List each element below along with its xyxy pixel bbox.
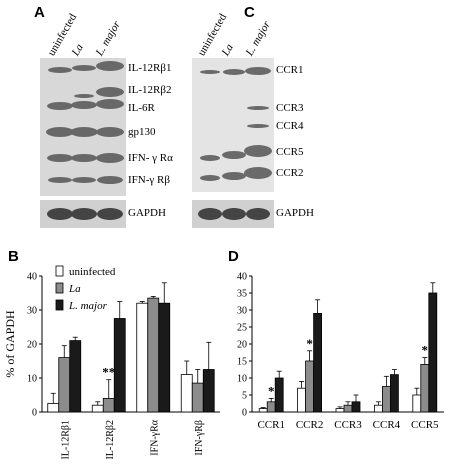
y-tick-label: 35 (237, 289, 247, 300)
bar (412, 394, 422, 413)
y-tick-label: 0 (32, 408, 37, 419)
band-label-gapdh-a: GAPDH (128, 207, 166, 219)
band-label-ccr2: CCR2 (276, 167, 304, 179)
bar (274, 377, 284, 413)
bar (313, 313, 322, 413)
bar (373, 404, 383, 413)
bar (202, 369, 215, 413)
bar (266, 401, 276, 413)
x-tick-label: IL-12Rβ1 (60, 420, 71, 460)
blot-c (192, 58, 274, 192)
x-tick-label: CCR4 (373, 419, 401, 431)
bar (158, 302, 171, 413)
y-tick-label: 40 (27, 272, 37, 283)
bar (47, 403, 60, 413)
panel-label-a: A (34, 4, 45, 21)
bar (113, 318, 126, 413)
x-tick-label: IFN-γRα (149, 419, 160, 456)
legend-entry: La (68, 283, 81, 295)
bar (343, 404, 353, 413)
bar (147, 297, 160, 413)
bar (297, 387, 306, 413)
bar (102, 397, 115, 413)
significance-marker: * (306, 336, 313, 351)
panel-label-d: D (228, 248, 239, 265)
x-tick-label: IFN-γRβ (194, 420, 205, 456)
bar (381, 386, 391, 413)
band-label-gapdh-c: GAPDH (276, 207, 314, 219)
y-tick-label: 30 (27, 306, 37, 317)
blot-a (40, 58, 126, 196)
bar (335, 408, 345, 413)
y-axis-label: % of GAPDH (3, 310, 17, 378)
panel-label-b: B (8, 248, 19, 265)
x-tick-label: CCR3 (334, 419, 362, 431)
y-tick-label: 30 (237, 306, 247, 317)
band-label-il12rb2: IL-12Rβ2 (128, 84, 172, 96)
band-label-ccr4: CCR4 (276, 120, 304, 132)
y-tick-label: 20 (27, 340, 37, 351)
bar (69, 340, 82, 413)
x-tick-label: CCR5 (411, 419, 439, 431)
x-tick-label: CCR1 (257, 419, 285, 431)
y-tick-label: 10 (237, 374, 247, 385)
legend-entry: L. major (68, 300, 108, 312)
legend-swatch (55, 265, 64, 277)
band-label-ccr3: CCR3 (276, 102, 304, 114)
band-label-ccr1: CCR1 (276, 64, 304, 76)
bar (420, 364, 430, 413)
bar (351, 401, 361, 413)
blot-c-gapdh (192, 200, 274, 228)
chart-b: 0 10 20 30 40 % of GAPDH IL-12Rβ1 ** IL-12Rβ2 IFN… (3, 265, 220, 460)
y-tick-label: 10 (27, 374, 37, 385)
bar (136, 302, 149, 413)
y-tick-label: 0 (242, 408, 247, 419)
lane-label-la-a: La (69, 41, 86, 58)
bar (191, 382, 204, 413)
blot-a-gapdh (40, 200, 126, 228)
band-label-il6r: IL-6R (128, 102, 155, 114)
significance-marker: * (422, 343, 429, 358)
y-tick-label: 40 (237, 272, 247, 283)
band-label-ccr5: CCR5 (276, 146, 304, 158)
band-label-ifngrb: IFN-γ Rβ (128, 174, 170, 186)
legend-swatch (55, 282, 64, 294)
bar (305, 360, 314, 413)
bar (389, 374, 399, 413)
lane-label-la-c: La (219, 41, 236, 58)
chart-d: 0 5 10 15 20 25 30 35 40 * CCR1 * CCR2 CCR3 CCR4 * CCR5 (237, 272, 444, 431)
lane-label-lmajor-a: L. major (93, 19, 123, 58)
significance-marker: * (268, 383, 275, 398)
legend-entry: uninfected (69, 266, 116, 278)
significance-marker: ** (102, 365, 115, 380)
lane-label-lmajor-c: L. major (243, 19, 273, 58)
x-tick-label: IL-12Rβ2 (105, 420, 116, 460)
y-tick-label: 5 (242, 391, 247, 402)
band-label-gp130: gp130 (128, 126, 156, 138)
y-tick-label: 25 (237, 323, 247, 334)
panel-label-c: C (244, 4, 255, 21)
x-tick-label: CCR2 (296, 419, 324, 431)
bar (58, 357, 71, 413)
band-label-ifngra: IFN- γ Rα (128, 152, 173, 164)
y-tick-label: 15 (237, 357, 247, 368)
legend-swatch (55, 299, 64, 311)
bar (180, 374, 193, 413)
band-label-il12rb1: IL-12Rβ1 (128, 62, 172, 74)
y-tick-label: 20 (237, 340, 247, 351)
bar (428, 292, 438, 413)
bar (258, 408, 268, 413)
bar (91, 404, 104, 413)
